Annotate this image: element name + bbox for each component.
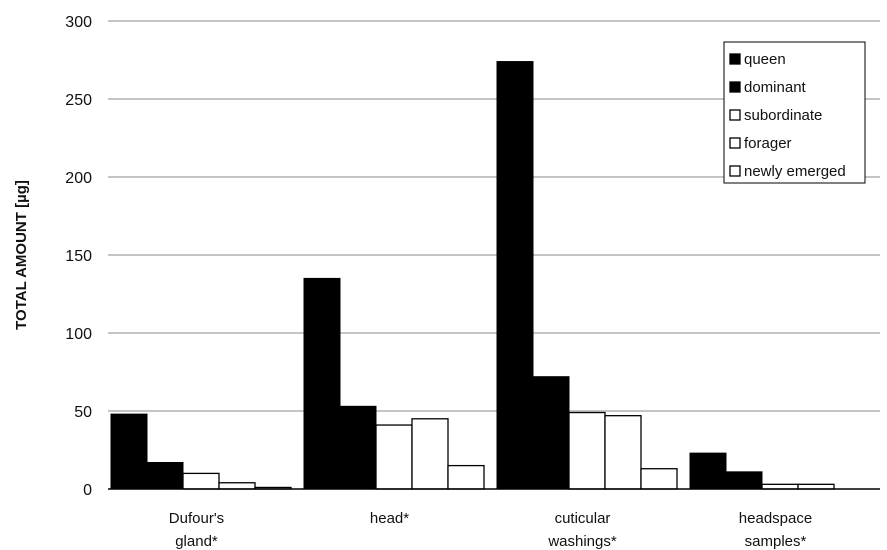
- x-category-label: cuticular: [555, 510, 611, 527]
- bar-queen: [496, 61, 534, 490]
- gridlines: [108, 20, 880, 412]
- x-category-label: samples*: [745, 533, 807, 550]
- legend-swatch: [729, 165, 741, 177]
- bar-forager: [411, 418, 449, 490]
- legend: queen dominant subordinate forager newly eme…: [723, 41, 866, 184]
- y-tick-label: 50: [74, 404, 92, 421]
- y-tick-label: 100: [65, 326, 92, 343]
- x-category-label: headspace: [739, 510, 812, 527]
- legend-swatch: [729, 137, 741, 149]
- y-axis-ticks: 0 50 100 150 200 250 300: [65, 14, 92, 499]
- bar-newly-emerged: [447, 464, 485, 490]
- y-tick-label: 300: [65, 14, 92, 31]
- y-tick-label: 200: [65, 170, 92, 187]
- legend-label: forager: [744, 135, 792, 152]
- bar-dominant: [339, 405, 377, 490]
- bar-dominant: [146, 461, 184, 490]
- bars: [110, 61, 835, 490]
- bar-subordinate: [375, 424, 413, 490]
- y-axis-label: TOTAL AMOUNT [µg]: [13, 180, 30, 330]
- x-category-label: head*: [370, 510, 409, 527]
- y-tick-label: 0: [83, 482, 92, 499]
- legend-swatch: [729, 81, 741, 93]
- x-category-label: gland*: [175, 533, 218, 550]
- bar-newly-emerged: [640, 468, 678, 490]
- bar-dominant: [725, 471, 763, 490]
- legend-label: newly emerged: [744, 163, 846, 180]
- legend-swatch: [729, 53, 741, 65]
- y-tick-label: 150: [65, 248, 92, 265]
- legend-swatch: [729, 109, 741, 121]
- bar-queen: [110, 413, 148, 490]
- legend-label: queen: [744, 51, 786, 68]
- x-category-label: washings*: [547, 533, 617, 550]
- legend-box: [723, 41, 866, 184]
- bar-subordinate: [182, 472, 220, 490]
- legend-label: subordinate: [744, 107, 822, 124]
- x-axis-categories: Dufour's gland* head* cuticular washings* hea…: [169, 510, 812, 550]
- bar-forager: [218, 482, 256, 490]
- bar-dominant: [532, 376, 570, 490]
- bar-queen: [689, 452, 727, 490]
- bar-subordinate: [568, 411, 606, 490]
- x-category-label: Dufour's: [169, 510, 224, 527]
- y-tick-label: 250: [65, 92, 92, 109]
- legend-label: dominant: [744, 79, 807, 96]
- bar-forager: [604, 415, 642, 490]
- bar-queen: [303, 277, 341, 490]
